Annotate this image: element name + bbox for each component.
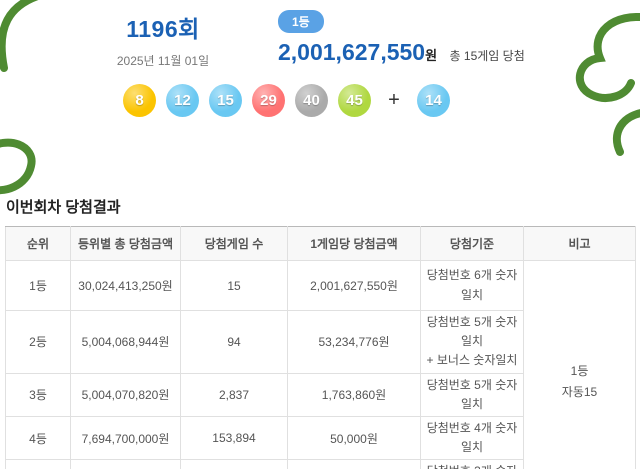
criteria-cell: 당첨번호 5개 숫자일치 + 보너스 숫자일치 (420, 310, 524, 374)
round-number: 1196회 (126, 16, 200, 42)
game-count-cell: 15 (180, 260, 288, 311)
criteria-cell: 당첨번호 3개 숫자일치 (420, 459, 524, 469)
table-row: 5등 13,095,465,000원 2,619,093 5,000원 당첨번호… (5, 459, 636, 469)
criteria-cell: 당첨번호 6개 숫자일치 (420, 260, 524, 311)
prize-amount-line: 2,001,627,550원 총 15게임 당첨 (278, 39, 525, 66)
table-row: 1등 30,024,413,250원 15 2,001,627,550원 당첨번… (5, 260, 636, 469)
col-header-game-count: 당첨게임 수 (180, 226, 288, 261)
bonus-ball: 14 (417, 84, 450, 117)
total-prize-cell: 13,095,465,000원 (70, 459, 181, 469)
first-prize-amount: 2,001,627,550 (278, 39, 426, 65)
lotto-ball-6: 45 (338, 84, 371, 117)
total-winning-games: 총 15게임 당첨 (449, 49, 525, 63)
lotto-ball-1: 8 (123, 84, 156, 117)
winning-result-table: 순위 등위별 총 당첨금액 당첨게임 수 1게임당 당첨금액 당첨기준 비고 1… (5, 226, 636, 469)
table-header-row: 순위 등위별 총 당첨금액 당첨게임 수 1게임당 당첨금액 당첨기준 비고 (5, 226, 636, 261)
round-block: 1196회 2025년 11월 01일 (78, 10, 248, 69)
table-row: 2등 5,004,068,944원 94 53,234,776원 당첨번호 5개… (5, 310, 636, 374)
lotto-ball-5: 40 (295, 84, 328, 117)
rank-cell: 5등 (5, 459, 71, 469)
first-rank-badge: 1등 (278, 10, 324, 33)
table-row: 4등 7,694,700,000원 153,894 50,000원 당첨번호 4… (5, 415, 636, 461)
game-count-cell: 2,619,093 (180, 459, 288, 469)
winning-numbers: 8 12 15 29 40 45 + 14 (123, 84, 450, 117)
currency-unit: 원 (425, 48, 438, 63)
section-title: 이번회차 당첨결과 (6, 199, 121, 216)
remark-cell: 1등 자동15 (523, 260, 636, 469)
first-prize-block: 1등 2,001,627,550원 총 15게임 당첨 (278, 10, 525, 69)
prize-per-game-cell: 5,000원 (287, 459, 421, 469)
game-count-cell: 2,837 (180, 372, 288, 417)
rank-cell: 1등 (5, 260, 71, 311)
prize-per-game-cell: 53,234,776원 (287, 310, 421, 374)
total-prize-cell: 7,694,700,000원 (70, 415, 181, 461)
clover-leaf-left-icon (0, 138, 36, 195)
col-header-total-prize: 등위별 총 당첨금액 (70, 226, 181, 261)
plus-icon: + (388, 89, 400, 111)
lotto-ball-4: 29 (252, 84, 285, 117)
col-header-rank: 순위 (5, 226, 71, 261)
rank-cell: 4등 (5, 415, 71, 461)
total-prize-cell: 5,004,070,820원 (70, 372, 181, 417)
lotto-ball-3: 15 (209, 84, 242, 117)
draw-date: 2025년 11월 01일 (116, 54, 210, 68)
rank-cell: 2등 (5, 310, 71, 374)
total-prize-cell: 30,024,413,250원 (70, 260, 181, 311)
clover-arc-right-icon (612, 109, 640, 156)
col-header-criteria: 당첨기준 (420, 226, 524, 261)
prize-per-game-cell: 1,763,860원 (287, 372, 421, 417)
criteria-cell: 당첨번호 4개 숫자일치 (420, 415, 524, 461)
clover-leaf-top-right-icon (575, 13, 640, 102)
table-row: 3등 5,004,070,820원 2,837 1,763,860원 당첨번호 … (5, 372, 636, 417)
col-header-remark: 비고 (523, 226, 636, 261)
draw-summary: 1196회 2025년 11월 01일 1등 2,001,627,550원 총 … (0, 10, 525, 69)
total-prize-cell: 5,004,068,944원 (70, 310, 181, 374)
prize-per-game-cell: 2,001,627,550원 (287, 260, 421, 311)
game-count-cell: 153,894 (180, 415, 288, 461)
criteria-cell: 당첨번호 5개 숫자일치 (420, 372, 524, 417)
prize-per-game-cell: 50,000원 (287, 415, 421, 461)
game-count-cell: 94 (180, 310, 288, 374)
rank-cell: 3등 (5, 372, 71, 417)
lotto-ball-2: 12 (166, 84, 199, 117)
col-header-prize-per-game: 1게임당 당첨금액 (287, 226, 421, 261)
